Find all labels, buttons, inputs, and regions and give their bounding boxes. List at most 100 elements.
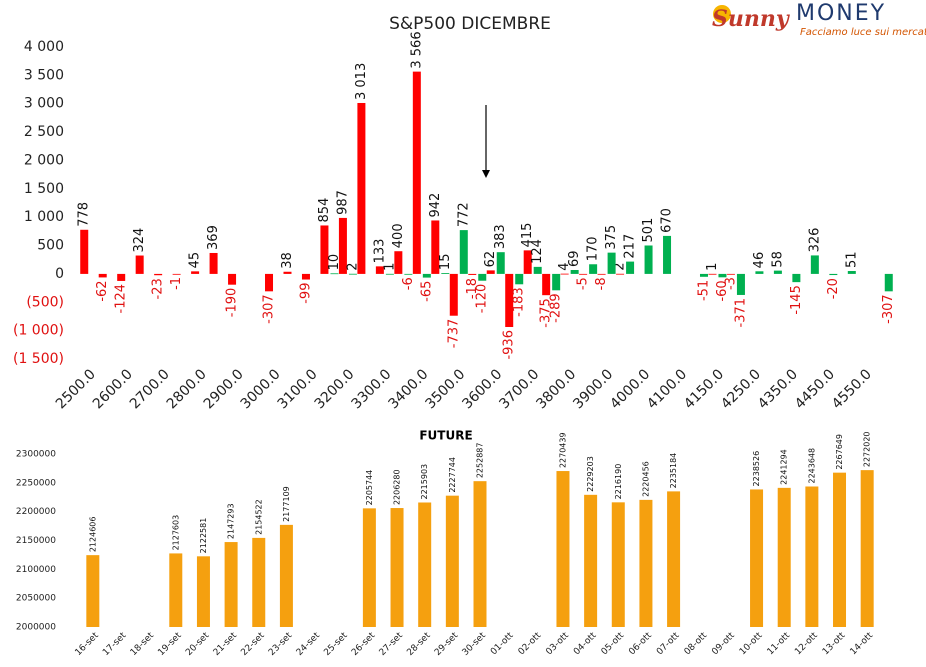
bar (833, 472, 847, 627)
y-tick-label: 2150000 (16, 536, 56, 546)
bar (667, 491, 681, 627)
bar (412, 71, 421, 274)
bar (736, 273, 745, 295)
bar (607, 252, 616, 274)
x-tick-label: 3600.0 (459, 366, 505, 412)
data-label: 45 (188, 252, 203, 269)
data-label: 2122581 (199, 518, 208, 554)
bar (699, 273, 708, 277)
data-label: 2 (345, 263, 360, 271)
y-tick-label: (1 000) (13, 323, 64, 339)
y-tick-label: 2100000 (16, 565, 56, 575)
bar (515, 273, 524, 285)
x-tick-label: 3200.0 (312, 366, 358, 412)
x-tick-label: 3100.0 (275, 366, 321, 412)
x-tick-label: 3500.0 (422, 366, 468, 412)
logo-name: MONEY (796, 1, 886, 26)
x-tick-label: 01-ott (489, 630, 516, 657)
bar (169, 553, 183, 627)
y-tick-label: 3 000 (24, 96, 64, 112)
data-label: 383 (493, 224, 508, 249)
data-label: 3 013 (354, 63, 369, 100)
bar (552, 273, 561, 291)
y-tick-label: 500 (37, 238, 64, 254)
bar (320, 225, 329, 274)
data-label: 2205744 (365, 470, 374, 506)
data-label: 46 (752, 252, 767, 269)
annotation-arrow (482, 105, 490, 178)
data-label: 2227744 (448, 457, 457, 493)
data-label: 2220456 (641, 461, 650, 497)
bar (422, 273, 431, 278)
x-tick-label: 30-set (461, 630, 489, 658)
logo-sun (713, 5, 731, 23)
bar (533, 266, 542, 274)
data-label: -145 (789, 285, 804, 315)
bar (708, 273, 717, 275)
bar (445, 495, 459, 627)
x-tick-label: 4250.0 (718, 366, 764, 412)
data-label: 2124606 (88, 517, 97, 553)
logo-tagline: Facciamo luce sui mercati (800, 27, 926, 38)
bar (542, 273, 551, 296)
data-label: 10 (327, 254, 342, 271)
data-label: -3 (723, 277, 738, 290)
bar (726, 273, 735, 275)
x-tick-label: 05-ott (600, 630, 627, 657)
x-tick-label: 02-ott (517, 630, 544, 657)
bar (86, 555, 100, 627)
x-tick-label: 3900.0 (570, 366, 616, 412)
data-label: 2272020 (863, 431, 872, 467)
bar (301, 273, 310, 280)
bar (584, 494, 598, 627)
bar (209, 252, 218, 274)
x-tick-label: 3300.0 (349, 366, 395, 412)
data-label: 58 (770, 251, 785, 268)
data-label: 1 (382, 263, 397, 271)
data-label: 670 (660, 208, 675, 233)
data-label: 2270439 (558, 432, 567, 468)
bar (860, 470, 874, 627)
data-label: 326 (807, 228, 822, 253)
y-tick-label: 2000000 (16, 623, 56, 633)
bar (441, 273, 450, 274)
data-label: 778 (77, 202, 92, 227)
x-tick-label: 13-ott (821, 630, 848, 657)
bar (473, 481, 487, 627)
data-label: 2215903 (420, 464, 429, 500)
bar (418, 502, 432, 627)
data-label: 2127603 (171, 515, 180, 551)
data-label: -183 (512, 287, 527, 317)
logo-brand: Sunny (712, 6, 791, 32)
data-label: 2147293 (227, 503, 236, 539)
x-tick-label: 19-set (156, 630, 184, 658)
bar (570, 269, 579, 274)
data-label: 62 (483, 251, 498, 268)
y-tick-label: 0 (55, 266, 64, 282)
x-tick-label: 2500.0 (53, 366, 99, 412)
chart-title: FUTURE (419, 429, 472, 443)
logo: Sunny MONEY Facciamo luce sui mercati (712, 1, 926, 38)
data-label: -307 (262, 294, 277, 324)
data-label: 124 (530, 239, 545, 264)
bar (404, 273, 413, 275)
data-label: -18 (465, 278, 480, 299)
bar (80, 229, 89, 274)
data-label: 2177109 (282, 486, 291, 522)
data-label: 2229203 (586, 456, 595, 492)
bar (644, 245, 653, 274)
bar (496, 252, 505, 274)
data-label: 133 (372, 239, 387, 264)
data-label: 2235184 (669, 453, 678, 489)
bar (478, 273, 487, 281)
bar (755, 271, 764, 274)
data-label: 2241294 (780, 449, 789, 485)
bar (228, 273, 237, 285)
bar (829, 273, 838, 276)
bar (626, 261, 635, 274)
bar (283, 271, 292, 274)
data-label: -737 (446, 319, 461, 349)
data-label: 400 (391, 223, 406, 248)
bar (394, 251, 403, 274)
